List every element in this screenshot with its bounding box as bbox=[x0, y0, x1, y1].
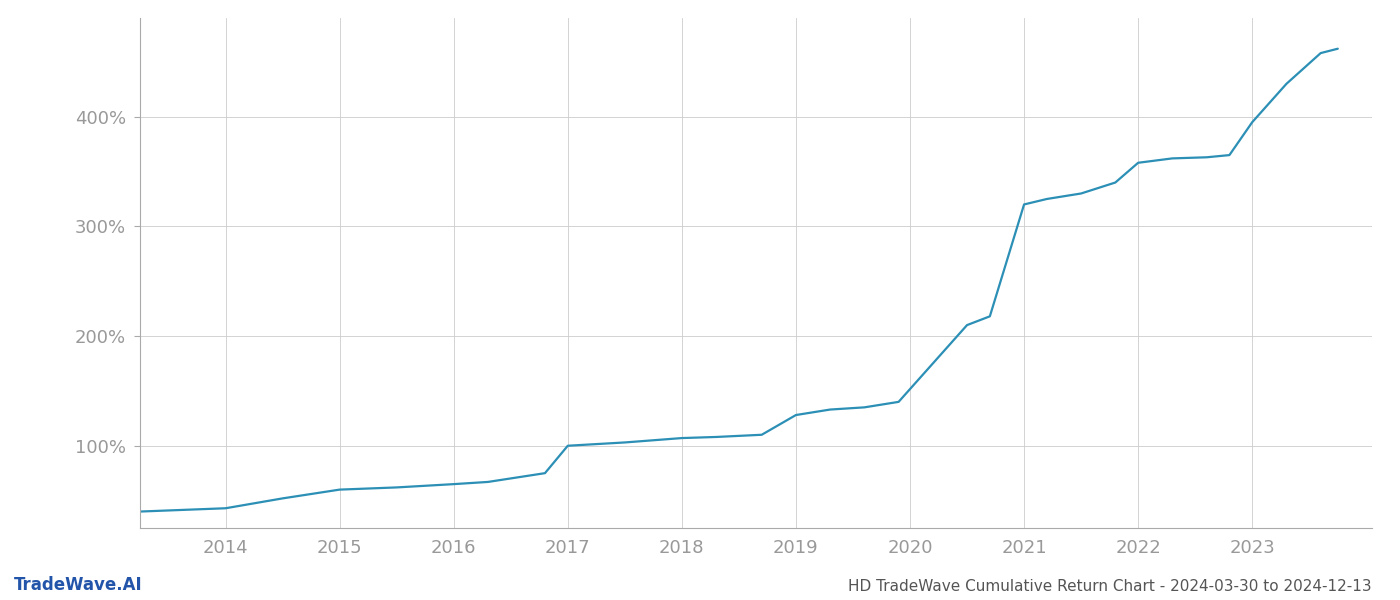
Text: TradeWave.AI: TradeWave.AI bbox=[14, 576, 143, 594]
Text: HD TradeWave Cumulative Return Chart - 2024-03-30 to 2024-12-13: HD TradeWave Cumulative Return Chart - 2… bbox=[848, 579, 1372, 594]
